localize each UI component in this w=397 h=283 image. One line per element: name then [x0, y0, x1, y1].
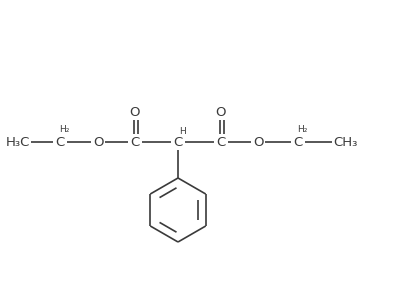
Text: C: C: [216, 136, 225, 149]
Text: C: C: [293, 136, 303, 149]
Text: O: O: [130, 106, 140, 119]
Text: O: O: [93, 136, 103, 149]
Text: H₃C: H₃C: [6, 136, 30, 149]
Text: CH₃: CH₃: [333, 136, 357, 149]
Text: O: O: [216, 106, 226, 119]
Text: O: O: [253, 136, 263, 149]
Text: H₂: H₂: [59, 125, 69, 134]
Text: C: C: [130, 136, 140, 149]
Text: C: C: [173, 136, 183, 149]
Text: H₂: H₂: [297, 125, 307, 134]
Text: H: H: [179, 127, 185, 136]
Text: C: C: [55, 136, 65, 149]
